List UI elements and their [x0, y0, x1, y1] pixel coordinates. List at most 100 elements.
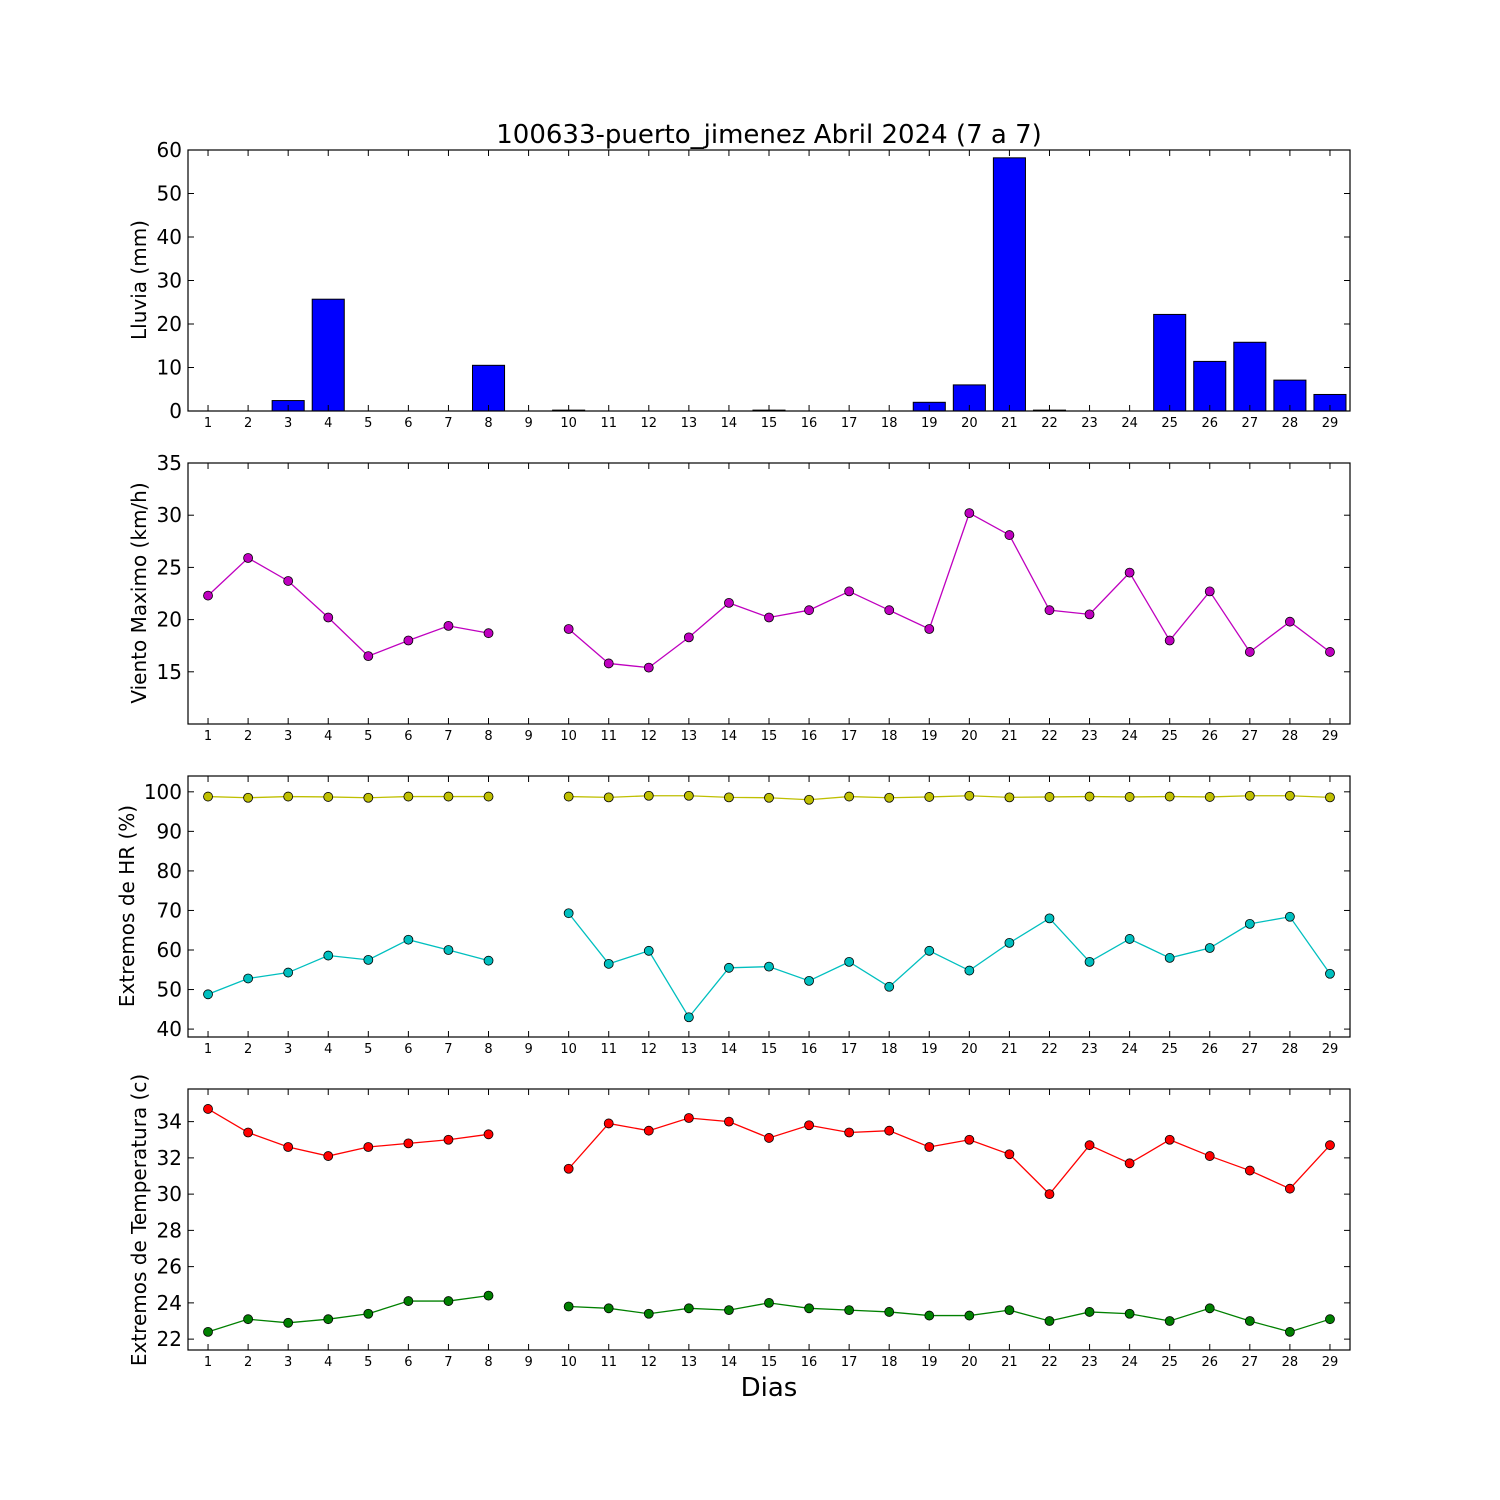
xtick-label-viento-18: 18	[881, 729, 898, 744]
point-humedad-series-1-day-1	[203, 989, 213, 1000]
xtick-label-temperatura-13: 13	[681, 1355, 698, 1370]
ytick-label-viento-35: 35	[157, 451, 182, 475]
xtick-label-humedad-26: 26	[1201, 1042, 1218, 1057]
point-humedad-series-0-day-28	[1285, 790, 1295, 801]
xtick-label-lluvia-21: 21	[1001, 416, 1018, 431]
xtick-label-lluvia-24: 24	[1121, 416, 1138, 431]
xtick-label-humedad-12: 12	[641, 1042, 658, 1057]
xtick-label-temperatura-17: 17	[841, 1355, 858, 1370]
xtick-label-temperatura-4: 4	[324, 1355, 332, 1370]
point-temperatura-series-0-day-21	[1004, 1149, 1015, 1160]
bar-lluvia-day-26	[1193, 360, 1227, 412]
xtick-label-lluvia-7: 7	[444, 416, 452, 431]
bar-lluvia-day-25	[1153, 313, 1187, 412]
point-humedad-series-0-day-12	[643, 790, 654, 801]
point-humedad-series-1-day-15	[764, 961, 774, 972]
xtick-label-lluvia-27: 27	[1242, 416, 1259, 431]
xtick-label-humedad-21: 21	[1001, 1042, 1018, 1057]
point-temperatura-series-1-day-19	[924, 1310, 935, 1321]
line-humedad-series-1-segment-1	[568, 912, 1331, 1019]
xtick-label-lluvia-22: 22	[1041, 416, 1058, 431]
xtick-label-humedad-9: 9	[524, 1042, 532, 1057]
point-humedad-series-0-day-18	[884, 792, 895, 803]
xtick-label-viento-27: 27	[1242, 729, 1259, 744]
xtick-label-temperatura-21: 21	[1001, 1355, 1018, 1370]
point-temperatura-series-0-day-4	[323, 1151, 334, 1161]
point-temperatura-series-1-day-20	[964, 1310, 975, 1321]
point-temperatura-series-1-day-2	[243, 1314, 254, 1325]
ytick-label-viento-25: 25	[157, 555, 182, 579]
point-viento-series-0-day-24	[1124, 567, 1135, 578]
point-humedad-series-1-day-18	[884, 981, 895, 992]
xtick-label-temperatura-5: 5	[364, 1355, 372, 1370]
xtick-label-humedad-22: 22	[1041, 1042, 1058, 1057]
point-temperatura-series-0-day-13	[683, 1113, 694, 1123]
xtick-label-temperatura-6: 6	[404, 1355, 412, 1370]
ytick-label-viento-30: 30	[157, 503, 182, 527]
xtick-label-temperatura-18: 18	[881, 1355, 898, 1370]
point-humedad-series-1-day-8	[483, 955, 494, 966]
xtick-label-humedad-7: 7	[444, 1042, 452, 1057]
xtick-label-temperatura-9: 9	[524, 1355, 532, 1370]
point-viento-series-0-day-19	[924, 624, 935, 634]
point-temperatura-series-1-day-17	[844, 1305, 855, 1316]
point-humedad-series-0-day-14	[724, 792, 734, 803]
line-temperatura-series-1-segment-1	[568, 1302, 1331, 1333]
point-temperatura-series-0-day-8	[483, 1129, 494, 1140]
point-humedad-series-1-day-26	[1204, 943, 1215, 953]
ytick-label-humedad-50: 50	[157, 978, 182, 1002]
point-humedad-series-0-day-2	[243, 792, 254, 803]
point-humedad-series-0-day-4	[323, 792, 334, 802]
xtick-label-lluvia-14: 14	[721, 416, 738, 431]
xtick-label-viento-26: 26	[1201, 729, 1218, 744]
point-viento-series-0-day-6	[403, 635, 414, 646]
point-viento-series-0-day-17	[844, 586, 855, 597]
xtick-label-lluvia-1: 1	[204, 416, 212, 431]
point-humedad-series-0-day-11	[603, 792, 614, 803]
point-humedad-series-1-day-28	[1285, 911, 1295, 922]
xtick-label-viento-12: 12	[641, 729, 658, 744]
ytick-label-humedad-90: 90	[157, 819, 182, 843]
xtick-label-temperatura-14: 14	[721, 1355, 738, 1370]
point-humedad-series-1-day-13	[683, 1012, 694, 1023]
point-temperatura-series-0-day-3	[283, 1142, 294, 1152]
point-temperatura-series-1-day-27	[1244, 1316, 1255, 1326]
xtick-label-viento-2: 2	[244, 729, 252, 744]
point-humedad-series-0-day-15	[764, 792, 774, 803]
xtick-label-temperatura-24: 24	[1121, 1355, 1138, 1370]
plot-frame-viento	[187, 462, 1351, 725]
xtick-label-humedad-27: 27	[1242, 1042, 1259, 1057]
xtick-label-temperatura-16: 16	[801, 1355, 818, 1370]
ytick-label-lluvia-40: 40	[157, 225, 182, 249]
ytick-label-temperatura-26: 26	[157, 1255, 182, 1279]
point-temperatura-series-0-day-17	[844, 1127, 855, 1138]
point-humedad-series-0-day-22	[1044, 792, 1055, 802]
point-humedad-series-1-day-5	[363, 954, 374, 965]
xtick-label-humedad-20: 20	[961, 1042, 978, 1057]
xtick-label-viento-24: 24	[1121, 729, 1138, 744]
point-viento-series-0-day-1	[203, 590, 213, 601]
point-temperatura-series-1-day-22	[1044, 1316, 1055, 1326]
point-temperatura-series-1-day-28	[1285, 1326, 1295, 1337]
point-viento-series-0-day-4	[323, 612, 334, 623]
xtick-label-viento-21: 21	[1001, 729, 1018, 744]
point-viento-series-0-day-28	[1285, 616, 1295, 627]
xtick-label-viento-7: 7	[444, 729, 452, 744]
ytick-label-temperatura-34: 34	[157, 1110, 182, 1134]
point-humedad-series-1-day-14	[724, 962, 734, 973]
point-humedad-series-1-day-3	[283, 967, 294, 978]
point-viento-series-0-day-21	[1004, 530, 1015, 540]
y-axis-label-humedad: Extremos de HR (%)	[115, 805, 139, 1007]
point-humedad-series-1-day-21	[1004, 937, 1015, 948]
point-temperatura-series-0-day-24	[1124, 1158, 1135, 1169]
point-temperatura-series-1-day-7	[443, 1296, 454, 1306]
point-temperatura-series-1-day-12	[643, 1308, 654, 1319]
point-humedad-series-0-day-24	[1124, 792, 1135, 802]
point-humedad-series-0-day-13	[683, 790, 694, 801]
xtick-label-lluvia-6: 6	[404, 416, 412, 431]
xtick-label-humedad-3: 3	[284, 1042, 292, 1057]
point-humedad-series-1-day-4	[323, 950, 334, 961]
point-viento-series-0-day-16	[804, 605, 814, 616]
